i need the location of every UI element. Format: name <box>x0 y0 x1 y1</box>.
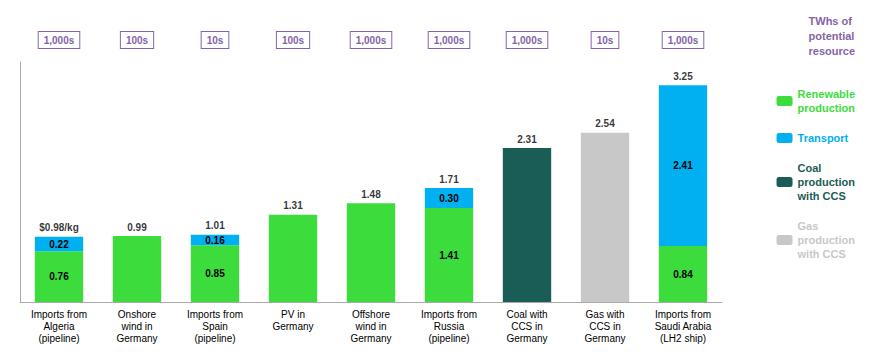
svg-text:Gas with: Gas with <box>586 309 625 320</box>
svg-text:Germany: Germany <box>506 333 547 344</box>
svg-text:wind in: wind in <box>120 321 152 332</box>
svg-text:(pipeline): (pipeline) <box>38 333 79 344</box>
svg-text:0.22: 0.22 <box>49 239 69 250</box>
svg-text:(pipeline): (pipeline) <box>428 333 469 344</box>
svg-text:1,000s: 1,000s <box>512 35 543 46</box>
svg-text:production: production <box>798 102 856 114</box>
svg-text:10s: 10s <box>597 35 614 46</box>
svg-text:Offshore: Offshore <box>352 309 391 320</box>
svg-text:1.01: 1.01 <box>205 220 225 231</box>
svg-text:2.31: 2.31 <box>517 134 537 145</box>
svg-text:0.16: 0.16 <box>205 235 225 246</box>
svg-text:2.54: 2.54 <box>595 118 615 129</box>
svg-text:1,000s: 1,000s <box>668 35 699 46</box>
svg-text:0.85: 0.85 <box>205 268 225 279</box>
svg-text:resource: resource <box>809 45 855 57</box>
svg-text:Germany: Germany <box>272 321 313 332</box>
svg-text:(LH2 ship): (LH2 ship) <box>660 333 706 344</box>
svg-text:Russia: Russia <box>434 321 465 332</box>
svg-text:CCS in: CCS in <box>589 321 621 332</box>
svg-text:Imports from: Imports from <box>655 309 711 320</box>
svg-text:1,000s: 1,000s <box>44 35 75 46</box>
svg-text:production: production <box>798 176 856 188</box>
svg-text:1.31: 1.31 <box>283 200 303 211</box>
svg-text:Onshore: Onshore <box>118 309 157 320</box>
svg-text:3.25: 3.25 <box>673 71 693 82</box>
svg-text:100s: 100s <box>282 35 305 46</box>
svg-text:Renewable: Renewable <box>798 88 855 100</box>
svg-text:TWhs of: TWhs of <box>809 15 853 27</box>
svg-text:1,000s: 1,000s <box>434 35 465 46</box>
svg-text:Coal with: Coal with <box>506 309 547 320</box>
svg-text:wind in: wind in <box>354 321 386 332</box>
svg-text:0.84: 0.84 <box>673 269 693 280</box>
svg-text:1,000s: 1,000s <box>356 35 387 46</box>
svg-text:Imports from: Imports from <box>187 309 243 320</box>
svg-text:CCS in: CCS in <box>511 321 543 332</box>
svg-text:(pipeline): (pipeline) <box>194 333 235 344</box>
svg-text:Transport: Transport <box>798 132 849 144</box>
svg-text:Germany: Germany <box>350 333 391 344</box>
svg-text:100s: 100s <box>126 35 149 46</box>
svg-text:Germany: Germany <box>584 333 625 344</box>
svg-text:0.76: 0.76 <box>49 271 69 282</box>
svg-text:2.41: 2.41 <box>673 160 693 171</box>
svg-text:0.99: 0.99 <box>127 222 147 233</box>
svg-text:Spain: Spain <box>202 321 228 332</box>
svg-text:PV in: PV in <box>281 309 305 320</box>
svg-text:$0.98/kg: $0.98/kg <box>39 222 78 233</box>
svg-text:with CCS: with CCS <box>797 190 846 202</box>
svg-text:0.30: 0.30 <box>439 193 459 204</box>
svg-text:potential: potential <box>809 30 855 42</box>
svg-text:Imports from: Imports from <box>421 309 477 320</box>
svg-text:Saudi Arabia: Saudi Arabia <box>655 321 712 332</box>
svg-text:Gas: Gas <box>798 220 819 232</box>
svg-text:Coal: Coal <box>798 162 822 174</box>
svg-text:Algeria: Algeria <box>43 321 75 332</box>
svg-text:with CCS: with CCS <box>797 248 846 260</box>
svg-text:1.48: 1.48 <box>361 189 381 200</box>
svg-text:Germany: Germany <box>116 333 157 344</box>
svg-text:1.41: 1.41 <box>439 250 459 261</box>
svg-text:production: production <box>798 234 856 246</box>
svg-text:1.71: 1.71 <box>439 174 459 185</box>
svg-text:Imports from: Imports from <box>31 309 87 320</box>
svg-text:10s: 10s <box>207 35 224 46</box>
